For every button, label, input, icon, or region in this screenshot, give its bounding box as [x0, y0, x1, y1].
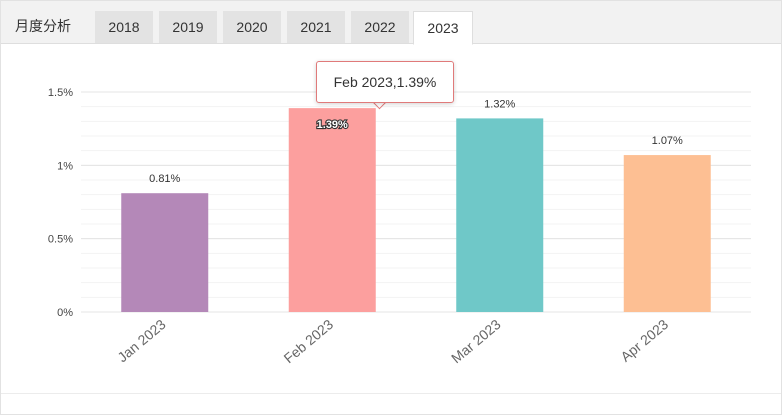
- bar-value-label: 1.32%: [484, 98, 515, 110]
- monthly-analysis-label: 月度分析: [15, 18, 71, 34]
- x-tick-label: Feb 2023: [281, 316, 337, 366]
- tab-2018[interactable]: 2018: [95, 11, 153, 43]
- chart-tooltip: Feb 2023,1.39%: [316, 61, 454, 103]
- bar: [623, 155, 711, 312]
- bar-value-label: 0.81%: [149, 173, 180, 185]
- y-tick-label: 1.5%: [48, 87, 73, 99]
- tab-2023[interactable]: 2023: [413, 11, 473, 45]
- bar: [456, 118, 544, 313]
- x-tick-label: Apr 2023: [617, 316, 671, 365]
- x-tick-label: Mar 2023: [448, 316, 504, 366]
- y-tick-label: 1%: [57, 160, 73, 172]
- footer-divider: [1, 393, 781, 394]
- tab-2019[interactable]: 2019: [159, 11, 217, 43]
- tab-2020[interactable]: 2020: [223, 11, 281, 43]
- tab-2021[interactable]: 2021: [287, 11, 345, 43]
- bar-value-label: 1.39%: [317, 119, 348, 131]
- bar: [121, 193, 209, 312]
- bar-chart: 0% 0.5% 1% 1.5% 0.81% Jan 2023 1.39% Feb 2023 1.…: [48, 87, 751, 366]
- x-tick-label: Jan 2023: [114, 316, 169, 365]
- bar-value-label: 1.07%: [652, 135, 683, 147]
- year-tab-bar: 月度分析 2018 2019 2020 2021 2022 2023: [1, 1, 781, 45]
- tab-2022[interactable]: 2022: [351, 11, 409, 43]
- y-tick-label: 0.5%: [48, 234, 73, 246]
- bar: [288, 108, 376, 312]
- y-tick-label: 0%: [57, 307, 73, 319]
